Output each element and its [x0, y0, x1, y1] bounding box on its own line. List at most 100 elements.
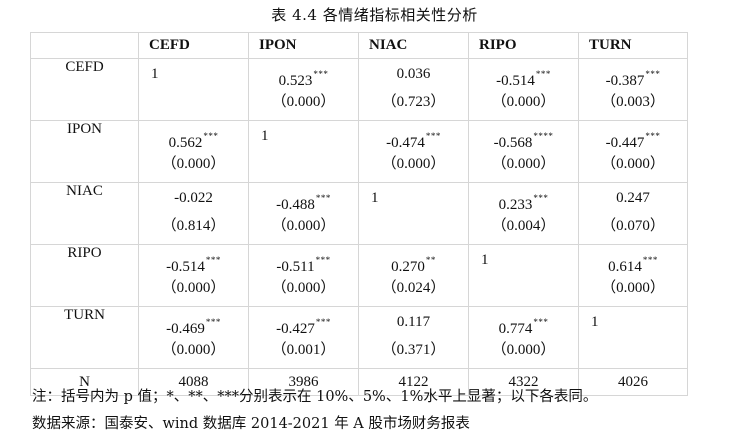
significance-stars: ***	[315, 255, 331, 265]
coefficient: -0.514***	[139, 245, 248, 275]
significance-stars: ****	[533, 131, 554, 141]
header-cell: CEFD	[138, 32, 249, 59]
significance-stars: ***	[315, 193, 331, 203]
p-value: （0.000）	[271, 94, 336, 110]
significance-stars: **	[425, 255, 436, 265]
correlation-cell: -0.514*** （0.000）	[138, 244, 249, 307]
p-value: （0.371）	[381, 342, 446, 358]
coefficient-value: 0.117	[396, 314, 431, 330]
coefficient-value: 0.233	[498, 197, 533, 213]
correlation-cell: -0.514*** （0.000）	[468, 58, 579, 121]
diagonal-cell: 1	[248, 120, 359, 183]
p-value: （0.723）	[381, 94, 446, 110]
p-value: （0.000）	[161, 280, 226, 296]
significance-stars: ***	[642, 255, 658, 265]
correlation-cell: -0.447*** （0.000）	[578, 120, 688, 183]
row-label: IPON	[30, 120, 139, 183]
correlation-cell: -0.568**** （0.000）	[468, 120, 579, 183]
p-value: （0.070）	[601, 218, 665, 234]
correlation-cell: 0.036 （0.723）	[358, 58, 469, 121]
significance-stars: ***	[315, 317, 331, 327]
diagonal-cell: 1	[578, 306, 688, 369]
coefficient: -0.447***	[579, 121, 687, 151]
coefficient-value: 0.523	[278, 73, 313, 89]
coefficient-value: 0.774	[498, 321, 533, 337]
sample-size-cell: 4122	[358, 368, 469, 396]
significance-stars: ***	[533, 317, 549, 327]
coefficient-value: -0.469	[166, 321, 205, 337]
p-value: （0.004）	[491, 218, 556, 234]
p-value: （0.000）	[161, 156, 226, 172]
correlation-cell: -0.387*** （0.003）	[578, 58, 688, 121]
coefficient-value: -0.511	[276, 259, 315, 275]
significance-stars: ***	[313, 69, 329, 79]
significance-stars: ***	[205, 317, 221, 327]
coefficient-value: -0.568	[493, 135, 533, 151]
correlation-cell: 0.614*** （0.000）	[578, 244, 688, 307]
coefficient: -0.022	[139, 183, 248, 213]
header-cell: TURN	[578, 32, 688, 59]
coefficient-value: 0.614	[608, 259, 642, 275]
significance-stars: ***	[535, 69, 551, 79]
p-value: （0.000）	[491, 156, 556, 172]
correlation-cell: -0.469*** （0.000）	[138, 306, 249, 369]
p-value: （0.000）	[271, 280, 336, 296]
significance-stars: ***	[533, 193, 549, 203]
p-value: （0.814）	[161, 218, 226, 234]
coefficient-value: 0.562	[168, 135, 203, 151]
coefficient-value: 0.036	[396, 66, 431, 82]
coefficient: -0.514***	[469, 59, 578, 89]
correlation-cell: 0.562*** （0.000）	[138, 120, 249, 183]
correlation-cell: 0.774*** （0.000）	[468, 306, 579, 369]
coefficient-value: -0.488	[276, 197, 315, 213]
correlation-cell: 0.233*** （0.004）	[468, 182, 579, 245]
correlation-cell: -0.427*** （0.001）	[248, 306, 359, 369]
row-label: RIPO	[30, 244, 139, 307]
significance-stars: ***	[645, 131, 661, 141]
coefficient-value: -0.514	[496, 73, 535, 89]
coefficient: -0.474***	[359, 121, 468, 151]
coefficient-value: -0.427	[276, 321, 315, 337]
table-row: IPON 0.562*** （0.000） 1 -0.474*** （0.000） -0.5…	[30, 120, 688, 183]
p-value: （0.000）	[271, 218, 336, 234]
header-cell: NIAC	[358, 32, 469, 59]
coefficient-value: -0.387	[605, 73, 645, 89]
coefficient: 0.523***	[249, 59, 358, 89]
coefficient: 0.270**	[359, 245, 468, 275]
coefficient-value: 0.270	[391, 259, 425, 275]
p-value: （0.001）	[271, 342, 336, 358]
row-label: CEFD	[30, 58, 139, 121]
coefficient-value: -0.447	[605, 135, 645, 151]
coefficient: 0.233***	[469, 183, 578, 213]
table-note: 注：括号内为 p 值；*、**、***分别表示在 10%、5%、1%水平上显著；…	[32, 389, 598, 405]
significance-stars: ***	[425, 131, 441, 141]
coefficient: 0.117	[359, 307, 468, 337]
coefficient: 0.562***	[139, 121, 248, 151]
coefficient: -0.387***	[579, 59, 687, 89]
coefficient: 0.036	[359, 59, 468, 89]
correlation-cell: -0.474*** （0.000）	[358, 120, 469, 183]
row-label: N	[30, 368, 139, 396]
coefficient: -0.469***	[139, 307, 248, 337]
coefficient: -0.427***	[249, 307, 358, 337]
correlation-cell: 0.523*** （0.000）	[248, 58, 359, 121]
sample-size-cell: 4322	[468, 368, 579, 396]
correlation-cell: -0.488*** （0.000）	[248, 182, 359, 245]
p-value: （0.000）	[491, 342, 556, 358]
coefficient-value: -0.474	[386, 135, 425, 151]
coefficient: 0.614***	[579, 245, 687, 275]
diagonal-cell: 1	[358, 182, 469, 245]
table-row: TURN -0.469*** （0.000） -0.427*** （0.001） 0.11…	[30, 306, 688, 369]
correlation-cell: 0.247 （0.070）	[578, 182, 688, 245]
p-value: （0.000）	[381, 156, 446, 172]
significance-stars: ***	[645, 69, 661, 79]
table-title: 表 4.4 各情绪指标相关性分析	[271, 6, 478, 24]
significance-stars: ***	[203, 131, 219, 141]
coefficient-value: 0.247	[616, 190, 650, 206]
table-row: RIPO -0.514*** （0.000） -0.511*** （0.000） 0.27…	[30, 244, 688, 307]
coefficient: -0.511***	[249, 245, 358, 275]
p-value: （0.000）	[161, 342, 226, 358]
p-value: （0.000）	[601, 280, 665, 296]
coefficient: 0.247	[579, 183, 687, 213]
correlation-cell: 0.117 （0.371）	[358, 306, 469, 369]
